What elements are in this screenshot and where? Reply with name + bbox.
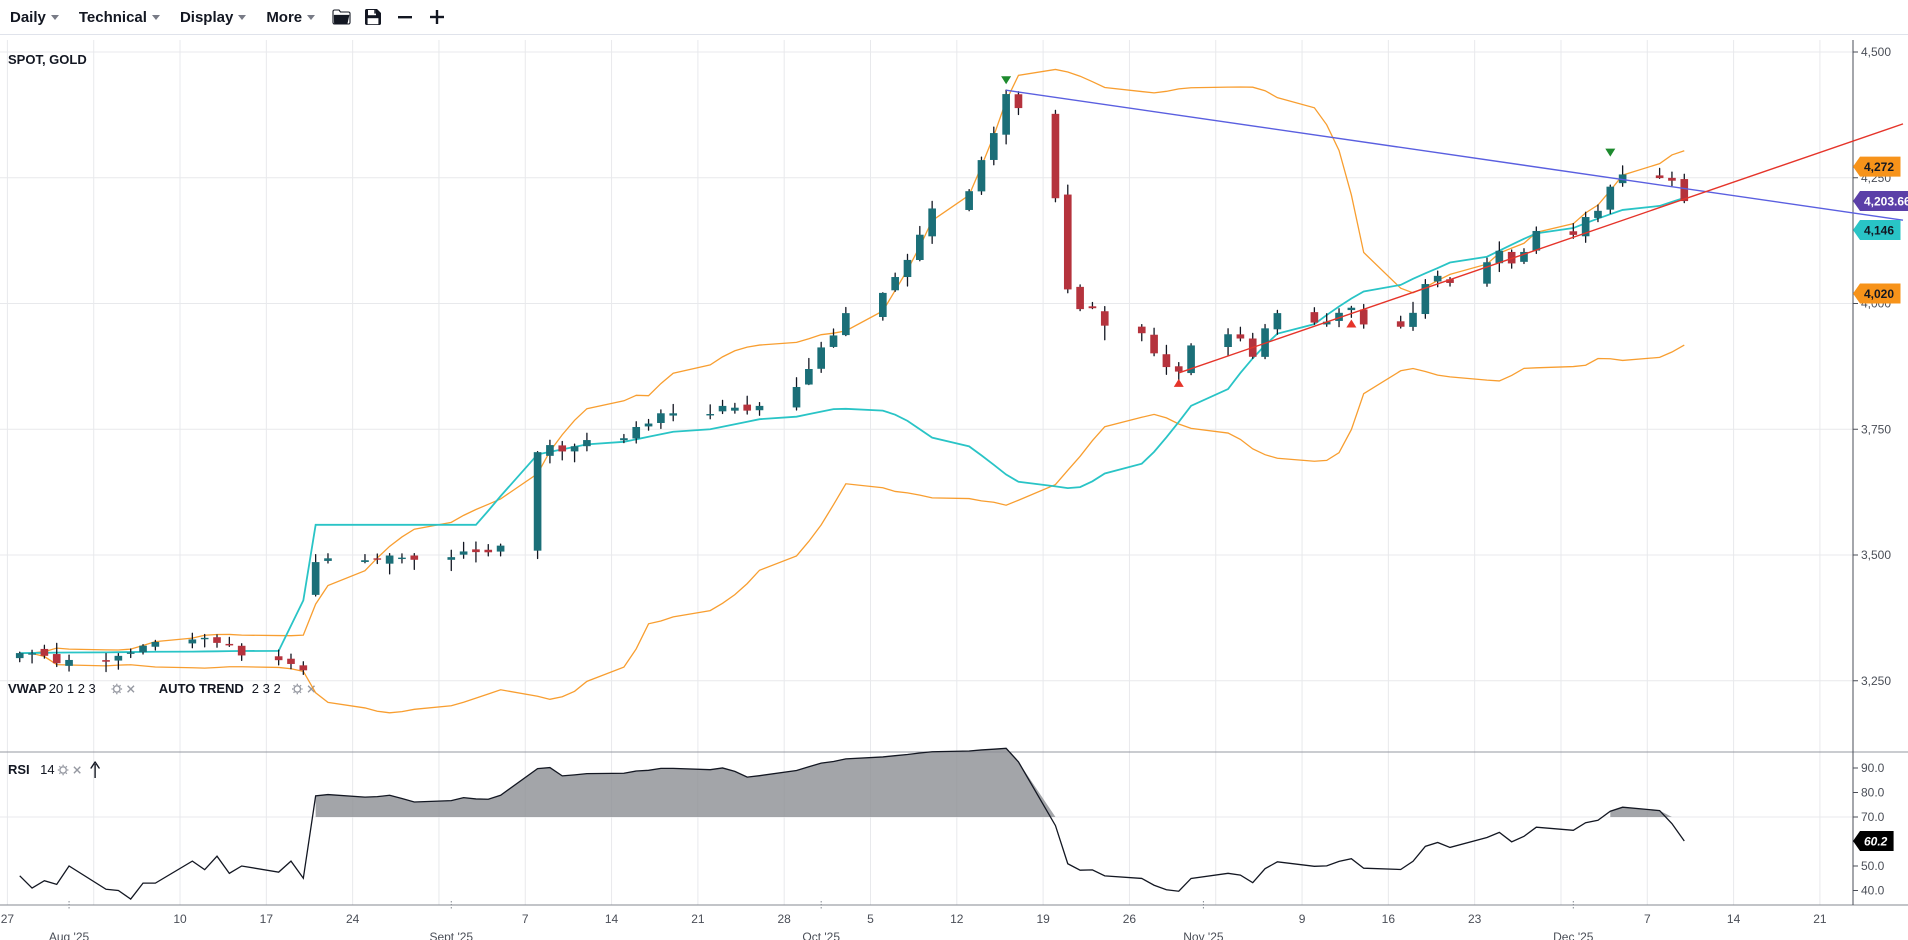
svg-text:23: 23 [1468, 912, 1482, 926]
svg-text:70.0: 70.0 [1861, 810, 1885, 824]
svg-text:Nov '25: Nov '25 [1183, 930, 1224, 940]
svg-text:50.0: 50.0 [1861, 859, 1885, 873]
svg-text:VWAP: VWAP [8, 681, 47, 696]
svg-text:21: 21 [1813, 912, 1827, 926]
svg-text:4,500: 4,500 [1861, 45, 1891, 59]
svg-text:3,500: 3,500 [1861, 548, 1891, 562]
svg-text:27: 27 [1, 912, 15, 926]
svg-text:10: 10 [173, 912, 187, 926]
svg-text:21: 21 [691, 912, 705, 926]
svg-text:2 3 2: 2 3 2 [252, 681, 281, 696]
svg-text:3,750: 3,750 [1861, 422, 1891, 436]
svg-text:14: 14 [1727, 912, 1741, 926]
svg-text:9: 9 [1299, 912, 1306, 926]
svg-text:40.0: 40.0 [1861, 884, 1885, 898]
svg-text:12: 12 [950, 912, 964, 926]
svg-text:7: 7 [1644, 912, 1651, 926]
svg-text:4,272: 4,272 [1864, 160, 1894, 174]
svg-text:24: 24 [346, 912, 360, 926]
svg-text:RSI: RSI [8, 762, 30, 777]
svg-text:17: 17 [260, 912, 274, 926]
svg-text:26: 26 [1123, 912, 1137, 926]
svg-text:19: 19 [1036, 912, 1050, 926]
svg-text:Sept '25: Sept '25 [429, 930, 473, 940]
svg-text:4,146: 4,146 [1864, 224, 1894, 238]
svg-text:4,020: 4,020 [1864, 287, 1894, 301]
svg-text:60.2: 60.2 [1864, 835, 1888, 849]
svg-text:Aug '25: Aug '25 [49, 930, 90, 940]
svg-text:Oct '25: Oct '25 [802, 930, 840, 940]
svg-text:14: 14 [605, 912, 619, 926]
svg-text:80.0: 80.0 [1861, 786, 1885, 800]
svg-text:Dec '25: Dec '25 [1553, 930, 1594, 940]
svg-text:SPOT, GOLD: SPOT, GOLD [8, 52, 87, 67]
svg-text:28: 28 [778, 912, 792, 926]
svg-text:90.0: 90.0 [1861, 761, 1885, 775]
svg-text:16: 16 [1382, 912, 1396, 926]
svg-text:5: 5 [867, 912, 874, 926]
svg-text:AUTO TREND: AUTO TREND [159, 681, 244, 696]
svg-text:4,203.66: 4,203.66 [1864, 195, 1908, 209]
svg-text:20 1 2 3: 20 1 2 3 [49, 681, 96, 696]
svg-text:14: 14 [40, 762, 54, 777]
svg-text:3,250: 3,250 [1861, 674, 1891, 688]
svg-text:7: 7 [522, 912, 529, 926]
